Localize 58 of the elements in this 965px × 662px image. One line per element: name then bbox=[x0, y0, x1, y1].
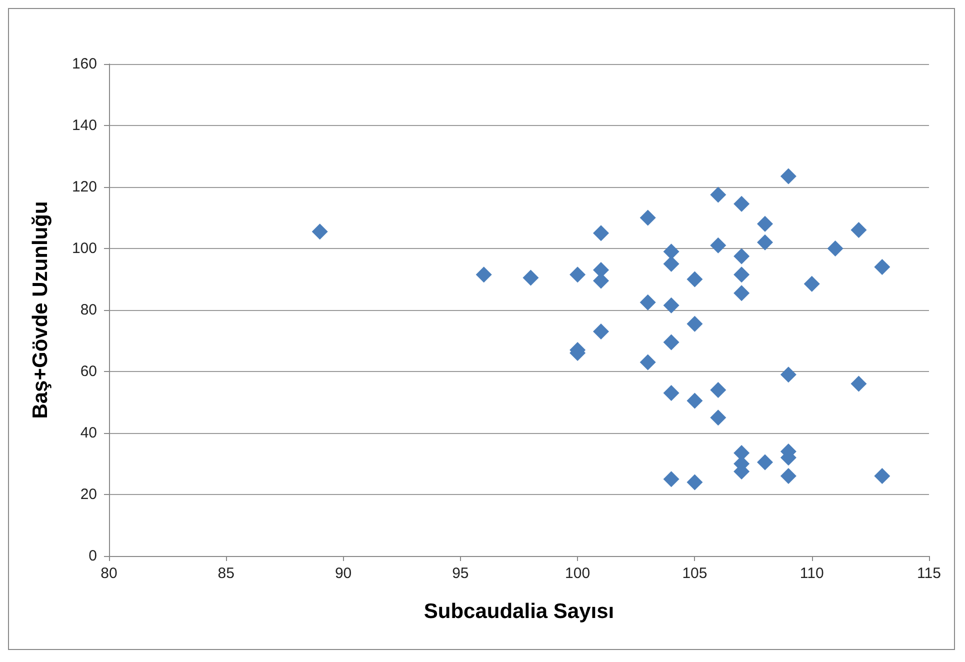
y-tick-label: 0 bbox=[88, 548, 97, 564]
x-tick-label: 90 bbox=[334, 565, 352, 582]
point bbox=[850, 222, 867, 238]
x-tick-label: 110 bbox=[800, 565, 824, 582]
point bbox=[640, 210, 656, 226]
point bbox=[686, 392, 703, 409]
point bbox=[663, 385, 680, 402]
x-tick-label: 80 bbox=[100, 565, 118, 582]
x-tick-label: 115 bbox=[917, 565, 941, 582]
point bbox=[710, 186, 726, 203]
point bbox=[757, 216, 773, 232]
y-tick-label: 40 bbox=[80, 424, 97, 442]
x-tick-label: 100 bbox=[565, 565, 590, 582]
point bbox=[827, 240, 844, 256]
point bbox=[686, 316, 703, 332]
x-tick-label: 105 bbox=[682, 565, 708, 582]
x-tick-label: 85 bbox=[218, 565, 234, 582]
point bbox=[640, 354, 656, 370]
point bbox=[312, 224, 328, 240]
point bbox=[686, 271, 703, 288]
y-tick-label: 60 bbox=[80, 363, 97, 380]
point bbox=[757, 454, 773, 470]
y-tick-label: 160 bbox=[72, 56, 97, 72]
point bbox=[780, 366, 796, 383]
point bbox=[593, 324, 609, 340]
x-axis-title: Subcaudalia Sayısı bbox=[424, 600, 614, 623]
point bbox=[640, 294, 656, 310]
y-tick-label: 80 bbox=[80, 302, 97, 318]
y-tick-label: 100 bbox=[72, 240, 97, 257]
point bbox=[734, 196, 750, 212]
y-tick-label: 120 bbox=[72, 178, 97, 196]
point bbox=[734, 285, 750, 302]
point bbox=[663, 334, 680, 350]
point bbox=[570, 266, 586, 283]
point bbox=[874, 468, 890, 484]
point bbox=[663, 256, 680, 272]
point bbox=[663, 297, 680, 314]
point bbox=[780, 168, 796, 184]
point bbox=[710, 410, 726, 426]
point bbox=[757, 234, 773, 250]
point bbox=[734, 248, 750, 264]
point bbox=[804, 276, 820, 292]
point bbox=[686, 474, 703, 490]
point bbox=[734, 266, 750, 283]
point bbox=[476, 266, 492, 283]
point bbox=[710, 382, 726, 398]
point bbox=[522, 270, 539, 286]
point bbox=[780, 468, 796, 484]
x-tick-label: 95 bbox=[452, 565, 469, 582]
point bbox=[663, 471, 680, 488]
y-tick-label: 20 bbox=[80, 486, 97, 503]
y-tick-label: 140 bbox=[72, 117, 97, 134]
point bbox=[593, 225, 609, 242]
point bbox=[710, 237, 726, 254]
point bbox=[850, 376, 867, 392]
point bbox=[663, 244, 680, 260]
point bbox=[874, 258, 890, 275]
y-axis-title: Baş+Gövde Uzunluğu bbox=[29, 201, 52, 419]
